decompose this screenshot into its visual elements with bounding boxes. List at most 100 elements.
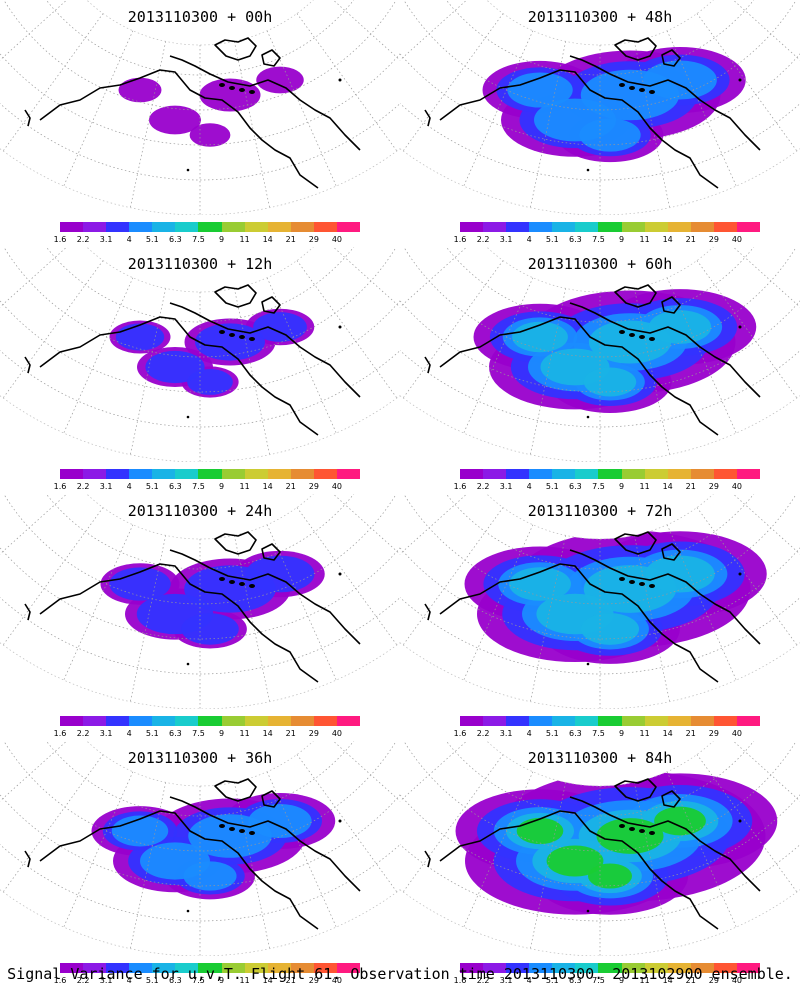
panel-title: 2013110300 + 48h: [527, 8, 673, 26]
colorbar-swatch: [552, 222, 576, 232]
colorbar-swatch: [460, 222, 484, 232]
map-panel: 2013110300 + 36h 1.6 2.2 3.1 4 5.1 6.3 7.5 9 11 14…: [0, 741, 400, 986]
colorbar-swatch: [152, 222, 176, 232]
colorbar-swatch: [60, 222, 84, 232]
variance-contour: [509, 567, 571, 601]
variance-contour: [587, 863, 633, 889]
colorbar-swatch: [313, 222, 337, 232]
variance-contour: [512, 321, 568, 353]
colorbar-tick-label: 29: [308, 482, 319, 491]
colorbar: [460, 222, 761, 232]
colorbar-tick-label: 9: [618, 729, 625, 738]
colorbar-swatch: [736, 716, 761, 726]
colorbar-tick-label: 29: [708, 235, 719, 244]
colorbar-tick-label: 5.1: [545, 729, 559, 738]
variance-field: [118, 66, 304, 147]
colorbar-tick-label: 21: [685, 482, 696, 491]
colorbar-tick-label: 14: [662, 235, 673, 244]
colorbar-tick-label: 4: [526, 729, 532, 738]
colorbar-tick-label: 3.1: [499, 235, 513, 244]
colorbar-swatch: [644, 469, 668, 479]
colorbar-swatch: [106, 469, 130, 479]
colorbar-swatch: [713, 222, 737, 232]
variance-contour: [115, 323, 165, 351]
map-panel: 2013110300 + 84h 1.6 2.2 3.1 4 5.1 6.3 7.5 9 11 14…: [400, 741, 800, 986]
colorbar-tick-label: 21: [685, 235, 696, 244]
colorbar-swatch: [152, 716, 176, 726]
panel-title: 2013110300 + 60h: [527, 255, 673, 273]
graticule: [400, 741, 800, 956]
colorbar-swatch: [713, 963, 737, 973]
colorbar-tick-label: 4: [526, 482, 532, 491]
colorbar-swatch: [736, 963, 761, 973]
colorbar-swatch: [690, 963, 714, 973]
colorbar-swatch: [83, 222, 107, 232]
colorbar-tick-label: 9: [218, 976, 225, 985]
colorbar-swatch: [621, 963, 645, 973]
variance-contour: [546, 845, 604, 877]
variance-contour: [583, 367, 637, 397]
colorbar-tick-label: 1.6: [53, 235, 67, 244]
colorbar-tick-label: 9: [618, 482, 625, 491]
colorbar-swatch: [60, 716, 84, 726]
colorbar-tick-label: 6.3: [169, 729, 182, 738]
colorbar-swatch: [221, 469, 245, 479]
colorbar-tick-label: 5.1: [545, 482, 559, 491]
colorbar-tick-label: 11: [239, 976, 250, 985]
colorbar-tick-label: 6.3: [569, 235, 582, 244]
colorbar-tick-label: 11: [239, 482, 250, 491]
colorbar-swatch: [198, 222, 222, 232]
colorbar-swatch: [690, 222, 714, 232]
colorbar-swatch: [267, 222, 291, 232]
colorbar-swatch: [506, 716, 530, 726]
colorbar-tick-label: 3.1: [99, 976, 113, 985]
colorbar-swatch: [621, 716, 645, 726]
colorbar-swatch: [106, 963, 130, 973]
colorbar: [60, 716, 361, 726]
colorbar-labels: 1.6 2.2 3.1 4 5.1 6.3 7.5 9 11 14 21 29 40: [54, 482, 360, 492]
colorbar-swatch: [336, 222, 361, 232]
colorbar-swatch: [198, 469, 222, 479]
map-panel: 2013110300 + 60h 1.6 2.2 3.1 4 5.1 6.3 7.5 9 11 14…: [400, 247, 800, 492]
colorbar-swatch: [529, 963, 553, 973]
colorbar-swatch: [575, 222, 599, 232]
colorbar-swatch: [667, 963, 691, 973]
colorbar-tick-label: 7.5: [192, 729, 205, 738]
map-panel: 2013110300 + 12h 1.6 2.2 3.1 4 5.1 6.3 7.5 9 11 14…: [0, 247, 400, 492]
colorbar-tick-label: 14: [262, 976, 273, 985]
colorbar-swatch: [129, 716, 153, 726]
map-panel: 2013110300 + 00h 1.6 2.2 3.1 4 5.1 6.3 7.5 9 11 14…: [0, 0, 400, 245]
colorbar-tick-label: 3.1: [99, 482, 113, 491]
colorbar-tick-label: 14: [262, 729, 273, 738]
colorbar-tick-label: 6.3: [169, 482, 182, 491]
colorbar-tick-label: 2.2: [476, 976, 490, 985]
colorbar-tick-label: 7.5: [192, 235, 205, 244]
panel-title: 2013110300 + 84h: [527, 749, 673, 767]
variance-contour: [199, 78, 261, 112]
colorbar-swatch: [621, 222, 645, 232]
colorbar-swatch: [83, 963, 107, 973]
colorbar-swatch: [60, 469, 84, 479]
map-canvas: [0, 0, 400, 215]
variance-contour: [181, 613, 239, 645]
colorbar-tick-label: 14: [262, 482, 273, 491]
coastline: [24, 284, 361, 436]
colorbar-labels: 1.6 2.2 3.1 4 5.1 6.3 7.5 9 11 14 21 29 40: [54, 729, 360, 739]
colorbar: [460, 963, 761, 973]
colorbar-swatch: [175, 716, 199, 726]
colorbar-tick-label: 5.1: [145, 729, 159, 738]
colorbar-swatch: [129, 469, 153, 479]
colorbar-tick-label: 21: [285, 482, 296, 491]
map-canvas: [400, 0, 800, 215]
colorbar-swatch: [529, 716, 553, 726]
colorbar-swatch: [221, 716, 245, 726]
colorbar-tick-label: 11: [639, 729, 650, 738]
colorbar-swatch: [667, 222, 691, 232]
variance-field: [473, 289, 757, 414]
colorbar-swatch: [483, 716, 507, 726]
colorbar-swatch: [290, 469, 314, 479]
colorbar-swatch: [60, 963, 84, 973]
colorbar-tick-label: 40: [331, 976, 343, 985]
colorbar-tick-label: 9: [218, 729, 225, 738]
variance-contour: [118, 77, 162, 103]
